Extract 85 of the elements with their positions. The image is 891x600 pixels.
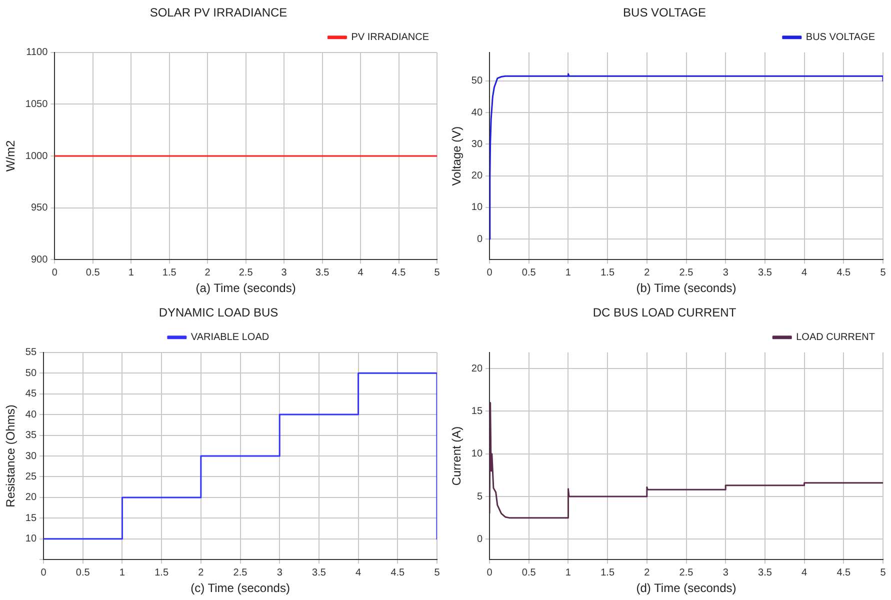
x-axis-title: (c) Time (seconds) [190,581,290,596]
y-tick-label: 40 [25,409,37,420]
x-tick-label: 5 [880,567,886,578]
x-tick-label: 1 [565,267,572,278]
x-tick-label: 4.5 [390,567,406,578]
y-tick-label: 1050 [25,98,48,110]
x-tick-label: 3.5 [758,567,772,578]
y-tick-label: 1000 [25,150,48,162]
y-tick-label: 45 [25,388,37,400]
x-tick-label: 2 [644,567,650,578]
x-tick-label: 0 [52,267,58,278]
y-tick-label: 10 [471,448,483,460]
x-tick-label: 4 [356,567,362,578]
x-tick-label: 3 [276,567,283,578]
x-tick-label: 4 [802,267,808,278]
y-tick-label: 35 [25,430,37,442]
x-tick-label: 0 [486,567,493,578]
x-tick-label: 3 [722,567,729,578]
x-axis-title: (b) Time (seconds) [636,281,736,296]
chart-title: SOLAR PV IRRADIANCE [150,6,288,20]
x-tick-label: 4 [802,567,808,578]
y-tick-label: 20 [471,170,483,182]
y-tick-label: 50 [25,368,37,379]
x-tick-label: 2.5 [679,267,694,278]
x-tick-label: 4.5 [836,267,852,278]
y-tick-label: 40 [471,107,483,118]
x-tick-label: 0.5 [522,267,536,278]
y-tick-label: 25 [25,471,37,482]
legend-label: BUS VOLTAGE [806,32,876,44]
x-tick-label: 0.5 [76,567,90,578]
y-tick-label: 20 [25,492,37,504]
x-tick-label: 2 [204,267,211,278]
x-tick-label: 3.5 [312,567,326,578]
x-tick-label: 1 [128,267,134,278]
x-tick-label: 1.5 [600,567,615,578]
y-tick-label: 950 [30,202,48,214]
x-tick-label: 3 [722,267,729,278]
x-axis-title: (a) Time (seconds) [196,281,296,296]
y-tick-label: 0 [476,234,483,245]
y-axis-title: Voltage (V) [450,126,464,186]
y-tick-label: 30 [25,450,37,462]
legend-label: VARIABLE LOAD [190,332,270,344]
x-axis-title: (d) Time (seconds) [636,581,736,596]
chart-title: DYNAMIC LOAD BUS [158,306,278,320]
y-tick-label: 15 [25,512,37,524]
y-tick-label: 0 [476,534,483,545]
x-tick-label: 3.5 [315,267,330,278]
y-tick-label: 20 [471,363,483,374]
x-tick-label: 5 [434,567,440,578]
x-tick-label: 4.5 [392,267,406,278]
x-tick-label: 3 [281,267,288,278]
x-tick-label: 1 [565,567,572,578]
y-tick-label: 50 [471,76,483,87]
x-tick-label: 2.5 [233,567,248,578]
y-tick-label: 1100 [26,47,48,58]
x-tick-label: 4 [358,267,364,278]
y-tick-label: 15 [471,406,483,417]
x-tick-label: 2 [644,267,650,278]
y-tick-label: 5 [476,491,483,502]
x-tick-label: 1 [119,567,126,578]
y-axis-title: W/m2 [4,140,18,172]
chart-title: BUS VOLTAGE [623,6,706,20]
y-tick-label: 30 [471,138,483,150]
x-tick-label: 3.5 [758,267,772,278]
x-tick-label: 5 [434,267,440,278]
x-tick-label: 2.5 [679,567,694,578]
x-tick-label: 1.5 [162,267,177,278]
legend-label: LOAD CURRENT [796,332,876,344]
legend-label: PV IRRADIANCE [351,32,430,44]
x-tick-label: 4.5 [836,567,852,578]
y-axis-title: Resistance (Ohms) [4,404,18,508]
x-tick-label: 5 [880,267,886,278]
x-tick-label: 1.5 [154,567,169,578]
y-axis-title: Current (A) [450,426,464,486]
x-tick-label: 0.5 [86,267,100,278]
x-tick-label: 0.5 [522,567,536,578]
y-tick-label: 10 [471,202,483,214]
y-tick-label: 10 [25,534,37,545]
y-tick-label: 55 [25,347,37,358]
y-tick-label: 900 [30,254,48,266]
chart-title: DC BUS LOAD CURRENT [592,306,737,320]
x-tick-label: 2 [198,567,204,578]
x-tick-label: 0 [486,267,493,278]
x-tick-label: 1.5 [600,267,615,278]
x-tick-label: 2.5 [238,267,254,278]
